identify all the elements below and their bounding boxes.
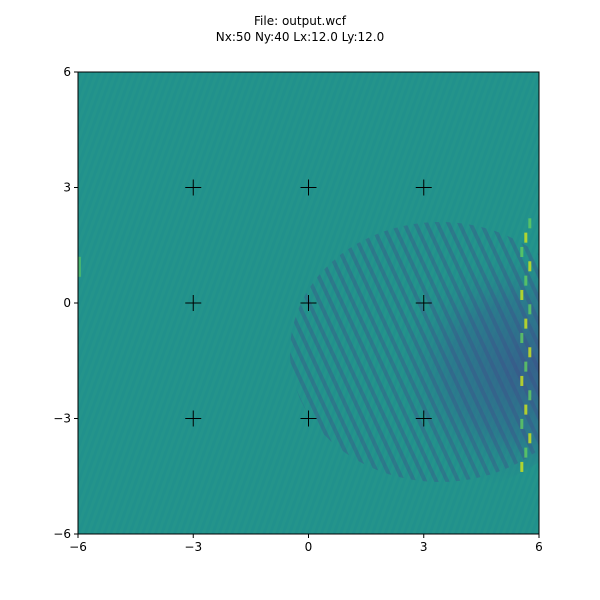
edge-streak (520, 375, 524, 386)
y-tick-label: 0 (63, 296, 71, 310)
cross-marker (415, 179, 432, 196)
edge-streak (524, 447, 528, 458)
y-tick-label: −6 (53, 527, 71, 541)
edge-streak (520, 332, 524, 343)
edge-streak (520, 461, 524, 472)
edge-streak (528, 347, 532, 358)
edge-streak (528, 261, 532, 272)
x-tick-label: 0 (305, 540, 313, 554)
y-tick-label: 3 (63, 181, 71, 195)
edge-streak (528, 390, 532, 401)
x-tick-label: 3 (420, 540, 428, 554)
y-tick-label: −3 (53, 412, 71, 426)
cross-marker (300, 410, 317, 427)
cross-marker (185, 410, 202, 427)
edge-streak (524, 404, 528, 415)
edge-streak (528, 218, 532, 229)
edge-streak (524, 361, 528, 372)
chart-title-line-2: Nx:50 Ny:40 Lx:12.0 Ly:12.0 (215, 30, 385, 44)
edge-streak (524, 318, 528, 329)
x-tick-label: −6 (69, 540, 87, 554)
cross-marker (415, 410, 432, 427)
x-tick-label: 6 (535, 540, 543, 554)
edge-streak (78, 256, 81, 277)
edge-streak (528, 433, 532, 444)
cross-marker (415, 295, 432, 311)
edge-streak (524, 232, 528, 243)
cross-marker (185, 295, 202, 311)
edge-streak (520, 418, 524, 429)
cross-marker (185, 179, 202, 196)
cross-marker (300, 179, 317, 196)
cross-marker (300, 295, 317, 311)
x-tick-label: −3 (184, 540, 202, 554)
chart-title-line-1: File: output.wcf (254, 14, 346, 28)
edge-streak (520, 289, 524, 300)
y-tick-label: 6 (63, 65, 71, 79)
edge-streak (524, 275, 528, 286)
edge-streak (528, 304, 532, 315)
heatmap-image (78, 72, 539, 534)
edge-streak (520, 246, 524, 257)
